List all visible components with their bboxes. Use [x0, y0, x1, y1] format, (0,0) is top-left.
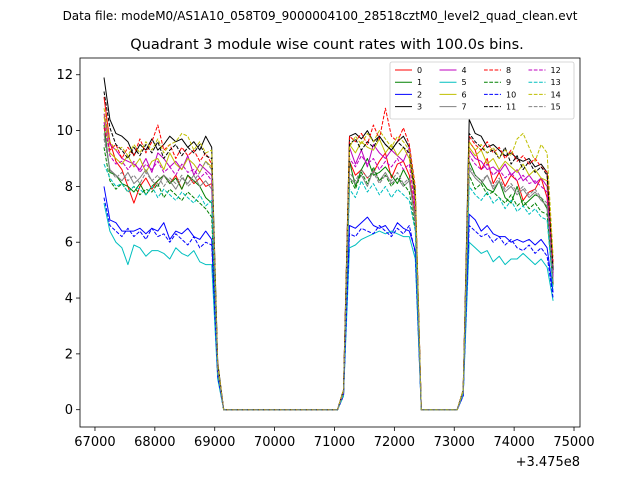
series-line-15 — [103, 138, 554, 411]
legend-label-13: 13 — [551, 78, 561, 87]
chart-suptitle: Data file: modeM0/AS1A10_058T09_90000041… — [63, 9, 578, 23]
x-tick-label: 75000 — [553, 435, 594, 450]
legend-label-0: 0 — [417, 66, 422, 75]
series-line-14 — [103, 108, 554, 411]
chart-title: Quadrant 3 module wise count rates with … — [130, 37, 524, 53]
legend-label-4: 4 — [462, 66, 467, 75]
y-tick-label: 12 — [56, 68, 73, 83]
legend-label-12: 12 — [551, 66, 561, 75]
y-tick-label: 6 — [65, 236, 73, 251]
x-tick-label: 72000 — [374, 435, 415, 450]
legend-label-1: 1 — [417, 78, 422, 87]
x-tick-label: 69000 — [194, 435, 235, 450]
legend-label-7: 7 — [462, 103, 467, 112]
series-line-9 — [103, 147, 554, 411]
x-tick-label: 73000 — [434, 435, 475, 450]
x-offset-label: +3.475e8 — [516, 455, 580, 470]
y-tick-label: 4 — [65, 292, 73, 307]
series-layer — [103, 77, 554, 411]
legend-label-15: 15 — [551, 103, 561, 112]
plot-frame — [79, 57, 581, 428]
axes-layer: 67000 68000 69000 70000 71000 72000 73000 74000… — [56, 68, 594, 450]
legend-label-9: 9 — [506, 78, 511, 87]
plot-area — [80, 58, 580, 427]
legend-label-3: 3 — [417, 103, 422, 112]
legend-label-14: 14 — [551, 90, 561, 99]
legend-label-5: 5 — [462, 78, 467, 87]
x-tick-label: 70000 — [254, 435, 295, 450]
legend-label-8: 8 — [506, 66, 511, 75]
x-tick-label: 71000 — [314, 435, 355, 450]
legend-box — [389, 61, 575, 120]
legend-label-6: 6 — [462, 90, 467, 99]
y-tick-label: 10 — [56, 124, 73, 139]
legend-label-11: 11 — [506, 103, 516, 112]
y-tick-label: 8 — [65, 180, 73, 195]
x-tick-label: 74000 — [493, 435, 534, 450]
x-tick-label: 68000 — [134, 435, 175, 450]
legend-label-10: 10 — [506, 90, 516, 99]
x-tick-label: 67000 — [74, 435, 115, 450]
legend-label-2: 2 — [417, 90, 422, 99]
y-tick-label: 0 — [65, 403, 73, 418]
series-line-13 — [103, 163, 554, 411]
y-tick-label: 2 — [65, 347, 73, 362]
